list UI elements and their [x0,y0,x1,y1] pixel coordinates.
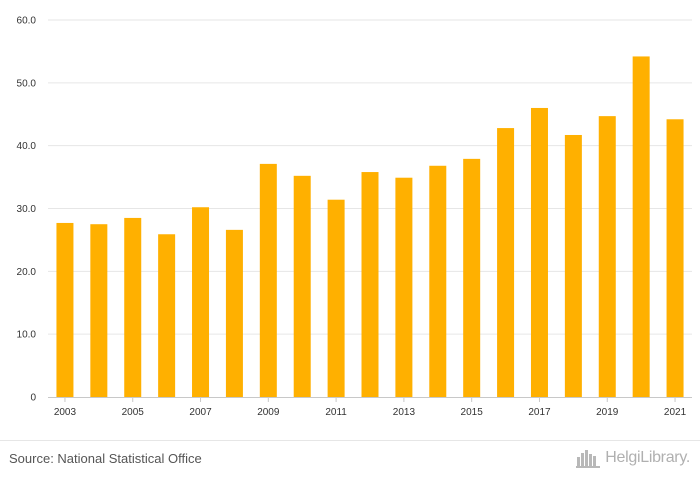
chart-footer: Source: National Statistical Office Helg… [0,440,700,483]
bar-2018[interactable] [564,134,582,398]
brand-logo[interactable]: HelgiLibrary. [576,448,690,468]
bar-2007[interactable] [192,207,210,397]
library-icon [576,450,601,468]
x-tick-label: 2021 [664,407,687,418]
bar-chart: 010.020.030.040.050.060.0 2003 2005 2007 20… [17,16,692,418]
bar-2003[interactable] [56,222,74,397]
bar-2019[interactable] [598,116,616,397]
bar-2005[interactable] [124,217,142,397]
bar-2020[interactable] [632,56,650,398]
bars [56,56,684,398]
brand-name: HelgiLibrary. [605,449,690,466]
bar-2014[interactable] [429,165,447,397]
x-tick-label: 2015 [461,407,484,418]
x-tick-label: 2007 [189,407,212,418]
y-tick-label: 20.0 [17,267,37,278]
bar-2004[interactable] [90,224,108,397]
bar-2012[interactable] [361,172,379,397]
bar-2006[interactable] [158,234,176,397]
bar-2021[interactable] [666,119,684,397]
source-note: Source: National Statistical Office [9,451,202,466]
bar-2015[interactable] [463,158,481,397]
bar-2009[interactable] [259,163,277,397]
bar-2011[interactable] [327,199,345,397]
y-axis-tick-labels: 0 10.0 20.0 30.0 40.0 50.0 60.0 [17,16,37,404]
x-tick-label: 2011 [325,407,347,418]
y-tick-label: 40.0 [17,141,37,152]
x-tick-label: 2019 [596,407,619,418]
y-tick-label: 10.0 [17,330,37,341]
y-tick-label: 30.0 [17,204,37,215]
x-tick-label: 2005 [122,407,145,418]
y-tick-label: 0 [30,393,36,404]
bar-2017[interactable] [530,107,548,397]
bar-2016[interactable] [497,128,515,397]
x-tick-label: 2013 [393,407,416,418]
bar-2013[interactable] [395,177,413,397]
x-tick-label: 2009 [257,407,280,418]
x-tick-label: 2017 [528,407,551,418]
y-tick-label: 50.0 [17,78,37,89]
y-tick-label: 60.0 [17,16,37,27]
bar-2010[interactable] [293,175,311,397]
x-tick-label: 2003 [54,407,77,418]
bar-2008[interactable] [225,229,243,397]
x-axis-tick-labels: 2003 2005 2007 2009 2011 2013 2015 2017 2019 2021 [54,397,687,418]
